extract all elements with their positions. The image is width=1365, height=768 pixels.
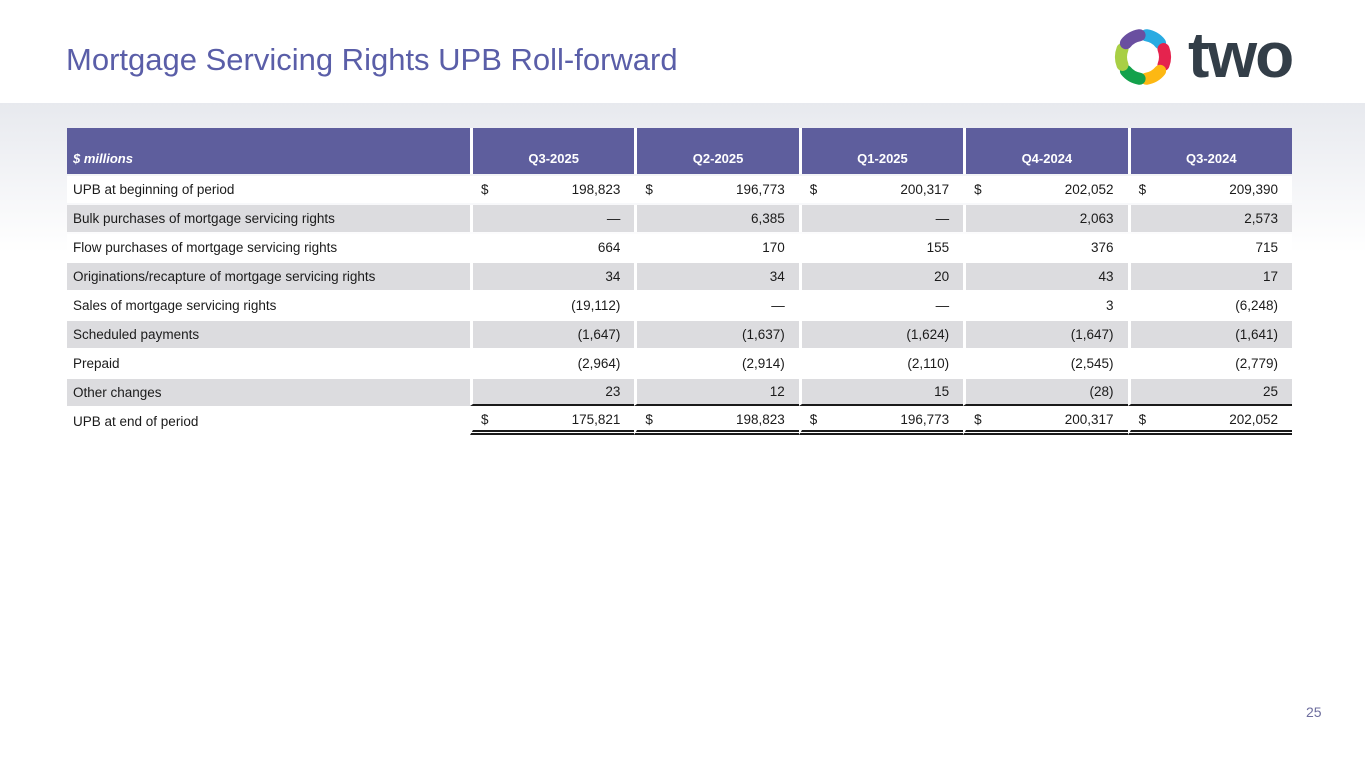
cell-value: 170 [634,234,799,261]
company-logo: two [1110,19,1294,91]
cell-value: $209,390 [1127,176,1292,203]
cell-value: $200,317 [963,408,1128,435]
cell-number: 202,052 [1064,182,1114,197]
cell-value: — [798,292,964,319]
cell-value: (2,545) [963,350,1128,377]
page-number: 25 [1306,704,1322,720]
cell-value: $198,823 [470,176,635,203]
row-label: Prepaid [67,350,470,377]
cell-value: (1,647) [963,321,1128,348]
currency-symbol: $ [1138,411,1147,427]
column-header-q3-2024: Q3-2024 [1127,128,1292,174]
cell-value: (1,637) [634,321,799,348]
currency-symbol: $ [974,182,982,197]
header-row: $ millions Q3-2025 Q2-2025 Q1-2025 Q4-20… [67,128,1292,174]
currency-symbol: $ [1138,182,1147,197]
cell-number: 198,823 [571,182,621,197]
cell-value: (1,641) [1127,321,1292,348]
cell-value: — [470,205,635,232]
cell-value: (1,647) [470,321,635,348]
currency-symbol: $ [645,182,653,197]
cell-value: 664 [470,234,635,261]
cell-value: 23 [470,379,635,406]
cell-value: (2,779) [1127,350,1292,377]
table-row: Originations/recapture of mortgage servi… [67,263,1292,290]
row-label: Originations/recapture of mortgage servi… [67,263,470,290]
cell-number: 196,773 [900,411,950,427]
cell-value: $175,821 [470,408,635,435]
table-row: Bulk purchases of mortgage servicing rig… [67,205,1292,232]
cell-number: 196,773 [735,182,785,197]
table-row: Sales of mortgage servicing rights (19,11… [67,292,1292,319]
cell-number: 209,390 [1229,182,1278,197]
cell-value: $196,773 [634,176,799,203]
currency-symbol: $ [481,411,489,427]
cell-value: 715 [1127,234,1292,261]
two-pinwheel-icon [1115,29,1171,85]
currency-symbol: $ [481,182,489,197]
row-label: Bulk purchases of mortgage servicing rig… [67,205,470,232]
table-row: UPB at beginning of period $198,823 $196,7… [67,176,1292,203]
cell-value: (1,624) [798,321,964,348]
upb-rollforward-table: $ millions Q3-2025 Q2-2025 Q1-2025 Q4-20… [67,126,1292,437]
table-row: Flow purchases of mortgage servicing rig… [67,234,1292,261]
currency-symbol: $ [974,411,982,427]
cell-number: 200,317 [900,182,950,197]
cell-number: 202,052 [1229,411,1278,427]
cell-number: 198,823 [735,411,785,427]
cell-value: 17 [1127,263,1292,290]
cell-value: 25 [1127,379,1292,406]
cell-value: (2,964) [470,350,635,377]
row-label: Sales of mortgage servicing rights [67,292,470,319]
cell-value: $202,052 [1127,408,1292,435]
cell-value: — [634,292,799,319]
row-label: Other changes [67,379,470,406]
units-header: $ millions [67,128,470,174]
cell-value: $196,773 [798,408,964,435]
table-row: Other changes 23 12 15 (28) 25 [67,379,1292,406]
cell-value: 155 [798,234,964,261]
cell-number: 200,317 [1064,411,1114,427]
page-title: Mortgage Servicing Rights UPB Roll-forwa… [66,42,678,77]
row-label: Flow purchases of mortgage servicing rig… [67,234,470,261]
cell-value: 2,573 [1127,205,1292,232]
cell-value: 43 [963,263,1128,290]
column-header-q4-2024: Q4-2024 [963,128,1128,174]
cell-value: 34 [470,263,635,290]
table-row: Prepaid (2,964) (2,914) (2,110) (2,545) (2,77… [67,350,1292,377]
table-row: UPB at end of period $175,821 $198,823 $196… [67,408,1292,435]
cell-value: 12 [634,379,799,406]
table-header: $ millions Q3-2025 Q2-2025 Q1-2025 Q4-20… [67,128,1292,174]
cell-value: — [798,205,964,232]
cell-value: $200,317 [798,176,964,203]
table-body: UPB at beginning of period $198,823 $196,7… [67,176,1292,435]
cell-value: (6,248) [1127,292,1292,319]
column-header-q3-2025: Q3-2025 [470,128,635,174]
cell-value: $202,052 [963,176,1128,203]
row-label: UPB at beginning of period [67,176,470,203]
cell-value: 3 [963,292,1128,319]
cell-value: 2,063 [963,205,1128,232]
cell-value: (19,112) [470,292,635,319]
row-label: UPB at end of period [67,408,470,435]
cell-value: (2,914) [634,350,799,377]
cell-number: 175,821 [571,411,621,427]
cell-value: $198,823 [634,408,799,435]
cell-value: 15 [798,379,964,406]
currency-symbol: $ [809,411,818,427]
column-header-q2-2025: Q2-2025 [634,128,799,174]
cell-value: (2,110) [798,350,964,377]
cell-value: 34 [634,263,799,290]
cell-value: 376 [963,234,1128,261]
currency-symbol: $ [809,182,818,197]
column-header-q1-2025: Q1-2025 [798,128,964,174]
cell-value: (28) [963,379,1128,406]
currency-symbol: $ [645,411,653,427]
logo-wordmark: two [1188,19,1294,91]
cell-value: 20 [798,263,964,290]
table-row: Scheduled payments (1,647) (1,637) (1,624)(… [67,321,1292,348]
cell-value: 6,385 [634,205,799,232]
row-label: Scheduled payments [67,321,470,348]
